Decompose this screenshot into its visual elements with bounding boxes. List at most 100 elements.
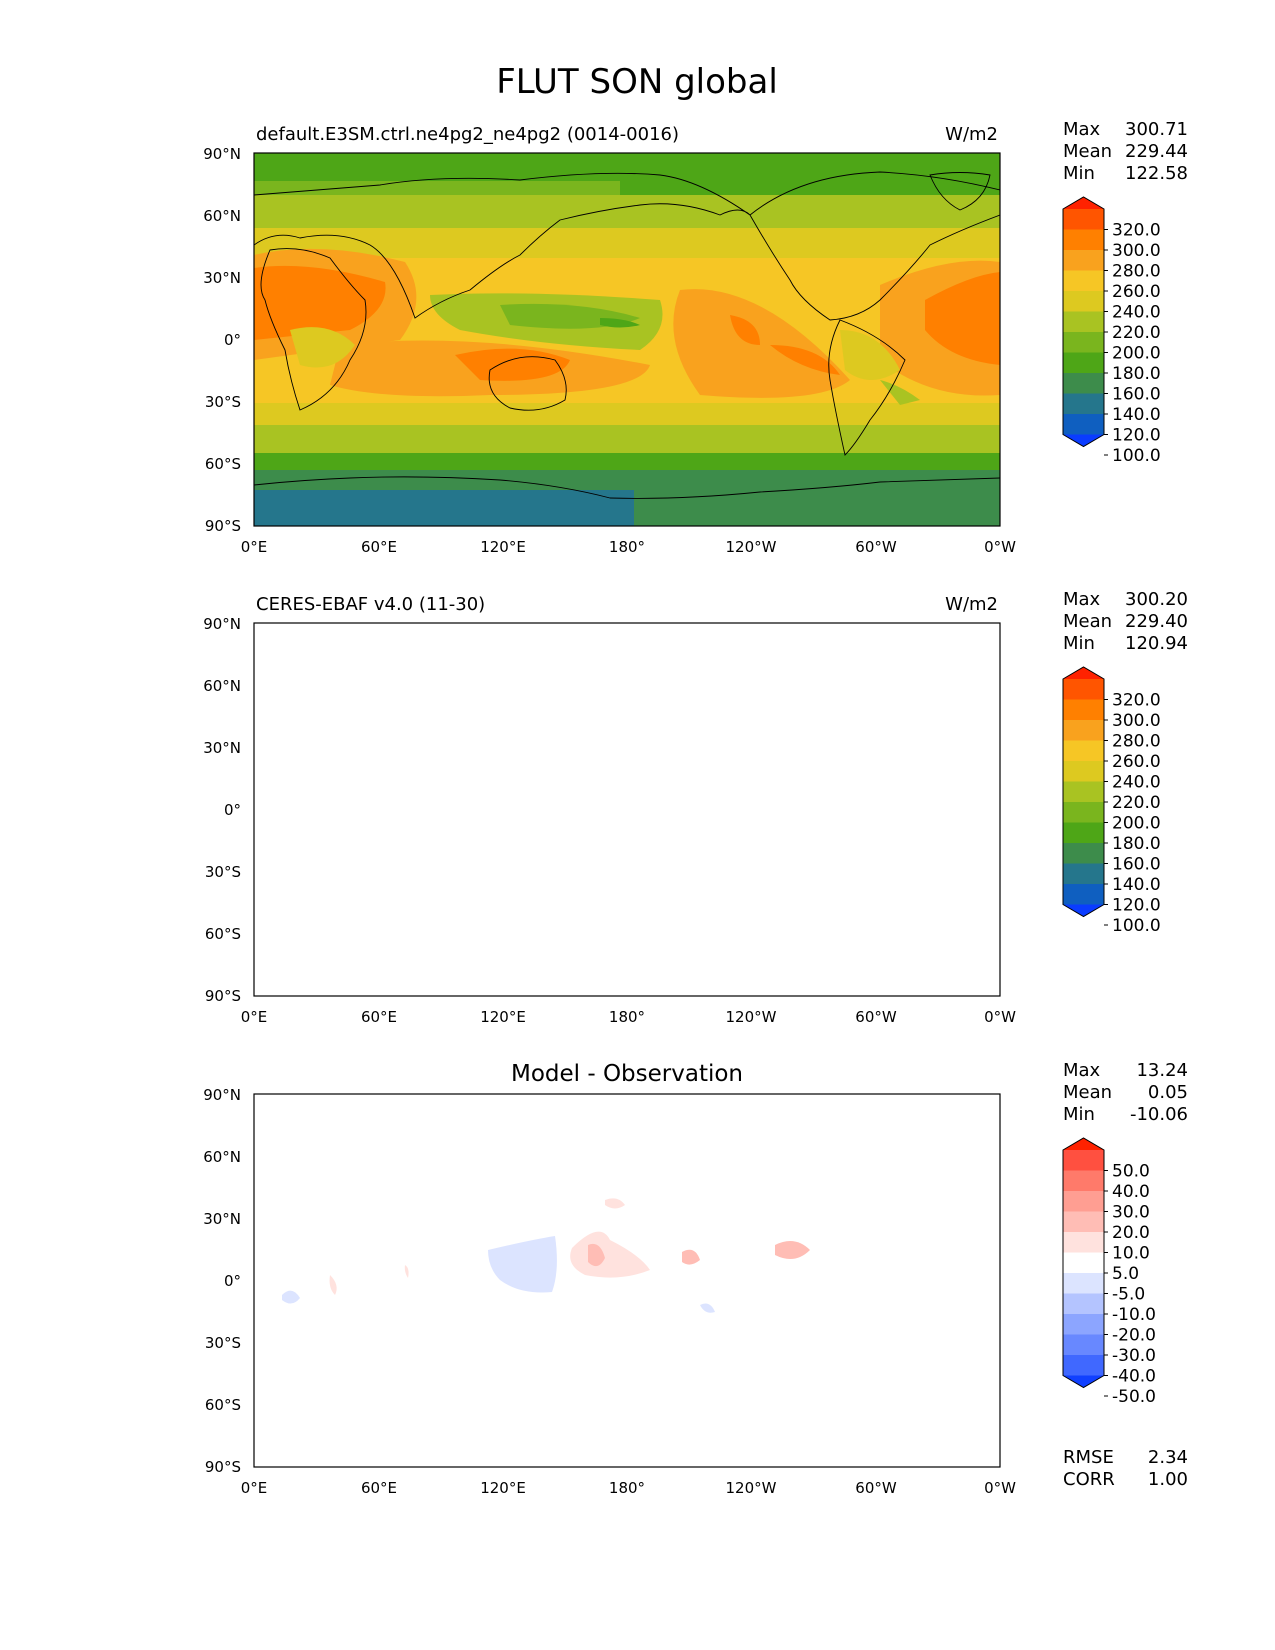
colorbar-segment — [1063, 414, 1104, 435]
svg-text:180°: 180° — [609, 1008, 645, 1026]
svg-text:0°E: 0°E — [241, 1479, 268, 1497]
svg-text:Min: Min — [1063, 1104, 1095, 1125]
svg-text:30°N: 30°N — [203, 739, 241, 757]
svg-text:300.20: 300.20 — [1125, 589, 1188, 610]
svg-text:120.94: 120.94 — [1125, 633, 1188, 654]
svg-text:60°N: 60°N — [203, 677, 241, 695]
svg-text:180°: 180° — [609, 1479, 645, 1497]
colorbar-tick-label: 30.0 — [1112, 1203, 1150, 1223]
colorbar-segment — [1063, 802, 1104, 823]
svg-text:1.00: 1.00 — [1148, 1469, 1188, 1490]
colorbar-segment — [1063, 1334, 1104, 1356]
colorbar-segment — [1063, 1170, 1104, 1192]
svg-text:0.05: 0.05 — [1148, 1082, 1188, 1103]
colorbar-segment — [1063, 1232, 1104, 1253]
colorbar-tick-label: 240.0 — [1112, 303, 1161, 323]
svg-text:0°W: 0°W — [984, 1008, 1016, 1026]
svg-text:0°W: 0°W — [984, 1479, 1016, 1497]
svg-text:60°W: 60°W — [855, 538, 897, 556]
svg-text:90°N: 90°N — [203, 1086, 241, 1104]
panel-units-observation: W/m2 — [945, 594, 998, 615]
svg-text:Max: Max — [1063, 1060, 1101, 1081]
colorbar-segment — [1063, 250, 1104, 271]
colorbar-tick-label: 220.0 — [1112, 323, 1161, 343]
colorbar-tick-label: 10.0 — [1112, 1244, 1150, 1264]
panel-title-difference: Model - Observation — [511, 1061, 743, 1087]
svg-text:Min: Min — [1063, 633, 1095, 654]
svg-text:30°S: 30°S — [205, 1334, 241, 1352]
colorbar-tick-label: 200.0 — [1112, 814, 1161, 834]
svg-text:Min: Min — [1063, 163, 1095, 184]
colorbar-tick-label: 140.0 — [1112, 405, 1161, 425]
colorbar-tick-label: -50.0 — [1112, 1387, 1156, 1407]
svg-text:0°: 0° — [224, 801, 241, 819]
svg-text:60°W: 60°W — [855, 1008, 897, 1026]
colorbar-extension-bottom — [1063, 1375, 1104, 1388]
colorbar-tick-label: 300.0 — [1112, 711, 1161, 731]
colorbar-tick-label: 120.0 — [1112, 426, 1161, 446]
colorbar-tick-label: -10.0 — [1112, 1305, 1156, 1325]
colorbar-segment — [1063, 352, 1104, 374]
colorbar-segment — [1063, 373, 1104, 394]
colorbar-segment — [1063, 1191, 1104, 1212]
svg-text:90°S: 90°S — [205, 987, 241, 1005]
colorbar-extension-bottom — [1063, 434, 1104, 447]
svg-text:122.58: 122.58 — [1125, 163, 1188, 184]
svg-text:0°W: 0°W — [984, 538, 1016, 556]
svg-text:60°W: 60°W — [855, 1479, 897, 1497]
panel-observation: CERES-EBAF v4.0 (11-30) W/m2 90°N 60°N 3… — [203, 589, 1188, 1026]
y-tick-labels-difference: 90°N 60°N 30°N 0° 30°S 60°S 90°S — [203, 1086, 241, 1476]
colorbar-tick-label: 200.0 — [1112, 344, 1161, 364]
colorbar-extension-top — [1063, 1138, 1104, 1150]
colorbar-tick-label: 100.0 — [1112, 916, 1161, 936]
svg-text:30°N: 30°N — [203, 1210, 241, 1228]
colorbar-tick-label: 280.0 — [1112, 262, 1161, 282]
colorbar-segment — [1063, 1355, 1104, 1376]
svg-text:60°N: 60°N — [203, 207, 241, 225]
colorbar-segment — [1063, 1293, 1104, 1315]
panel-title-observation: CERES-EBAF v4.0 (11-30) — [256, 594, 485, 615]
stats-difference: Max Mean Min 13.24 0.05 -10.06 RMSE CORR… — [1063, 1060, 1188, 1490]
panel-difference: Model - Observation 90°N 60°N 30°N 0° 30… — [203, 1060, 1188, 1497]
svg-text:60°E: 60°E — [361, 1479, 397, 1497]
svg-text:229.40: 229.40 — [1125, 611, 1188, 632]
colorbar-tick-label: 280.0 — [1112, 732, 1161, 752]
colorbar-extension-bottom — [1063, 904, 1104, 917]
svg-text:0°E: 0°E — [241, 538, 268, 556]
svg-text:2.34: 2.34 — [1148, 1447, 1188, 1468]
colorbar-tick-label: 220.0 — [1112, 793, 1161, 813]
colorbar-segment — [1063, 1273, 1104, 1294]
y-tick-labels-observation: 90°N 60°N 30°N 0° 30°S 60°S 90°S — [203, 615, 241, 1005]
colorbar-segment — [1063, 1150, 1104, 1171]
svg-text:60°S: 60°S — [205, 1396, 241, 1414]
colorbar-tick-label: 50.0 — [1112, 1162, 1150, 1182]
svg-text:Mean: Mean — [1063, 611, 1112, 632]
svg-text:90°N: 90°N — [203, 145, 241, 163]
map-frame-difference — [253, 1093, 1001, 1468]
map-frame-observation — [253, 622, 1001, 997]
stats-model: Max Mean Min 300.71 229.44 122.58 — [1063, 119, 1188, 184]
colorbar-tick-label: 300.0 — [1112, 241, 1161, 261]
colorbar-tick-label: -5.0 — [1112, 1285, 1145, 1305]
colorbar-segment — [1063, 822, 1104, 844]
svg-text:60°N: 60°N — [203, 1148, 241, 1166]
svg-text:120°E: 120°E — [480, 1008, 526, 1026]
svg-text:90°S: 90°S — [205, 517, 241, 535]
svg-text:120°E: 120°E — [480, 538, 526, 556]
colorbar-segment — [1063, 209, 1104, 230]
colorbar-tick-label: 260.0 — [1112, 282, 1161, 302]
colorbar-tick-label: 120.0 — [1112, 896, 1161, 916]
svg-text:120°W: 120°W — [726, 1008, 777, 1026]
svg-text:60°E: 60°E — [361, 538, 397, 556]
colorbar-segment — [1063, 884, 1104, 905]
colorbar-tick-label: -20.0 — [1112, 1326, 1156, 1346]
colorbar-tick-label: 20.0 — [1112, 1223, 1150, 1243]
svg-text:Max: Max — [1063, 119, 1101, 140]
x-tick-labels-observation: 0°E 60°E 120°E 180° 120°W 60°W 0°W — [241, 1008, 1016, 1026]
colorbar-segment — [1063, 720, 1104, 741]
colorbar-tick-label: 5.0 — [1112, 1264, 1139, 1284]
colorbar-segment — [1063, 1211, 1104, 1233]
svg-text:120°E: 120°E — [480, 1479, 526, 1497]
svg-text:60°S: 60°S — [205, 455, 241, 473]
